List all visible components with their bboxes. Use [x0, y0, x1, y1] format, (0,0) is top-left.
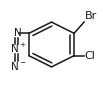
- Text: N$^-$: N$^-$: [10, 60, 26, 72]
- Text: Cl: Cl: [84, 51, 95, 61]
- Text: N: N: [14, 28, 22, 38]
- Text: Br: Br: [85, 11, 97, 21]
- Text: N$^+$: N$^+$: [10, 42, 26, 55]
